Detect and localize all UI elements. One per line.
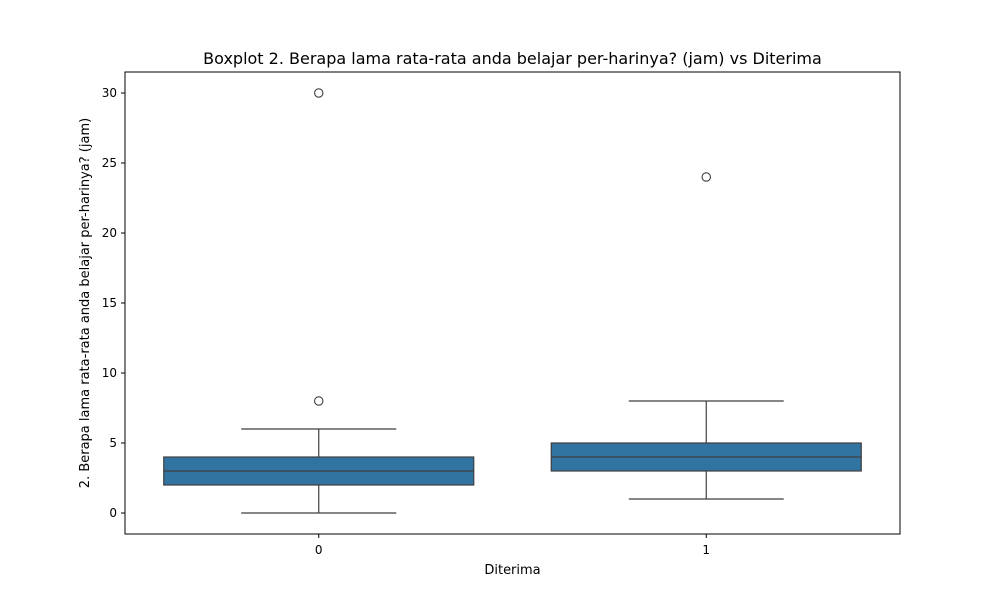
box-group-0 bbox=[163, 88, 475, 514]
plot-area bbox=[163, 88, 862, 514]
outlier-point bbox=[313, 396, 324, 406]
y-tick-label: 30 bbox=[102, 86, 117, 100]
x-tick-label: 0 bbox=[315, 543, 323, 557]
x-tick-label: 1 bbox=[702, 543, 710, 557]
outlier-point bbox=[701, 172, 711, 182]
x-axis-label: Diterima bbox=[484, 563, 540, 578]
y-tick-label: 0 bbox=[109, 506, 117, 520]
y-tick-label: 5 bbox=[109, 436, 117, 450]
box-group-1 bbox=[550, 172, 862, 500]
outlier-point bbox=[313, 88, 324, 98]
y-tick-label: 10 bbox=[102, 366, 117, 380]
chart-title: Boxplot 2. Berapa lama rata-rata anda be… bbox=[203, 49, 822, 68]
y-axis-label: 2. Berapa lama rata-rata anda belajar pe… bbox=[78, 118, 93, 488]
y-tick-label: 20 bbox=[102, 226, 117, 240]
y-tick-label: 15 bbox=[102, 296, 117, 310]
y-tick-label: 25 bbox=[102, 156, 117, 170]
y-axis: 0 5 10 15 20 25 30 bbox=[102, 86, 125, 520]
